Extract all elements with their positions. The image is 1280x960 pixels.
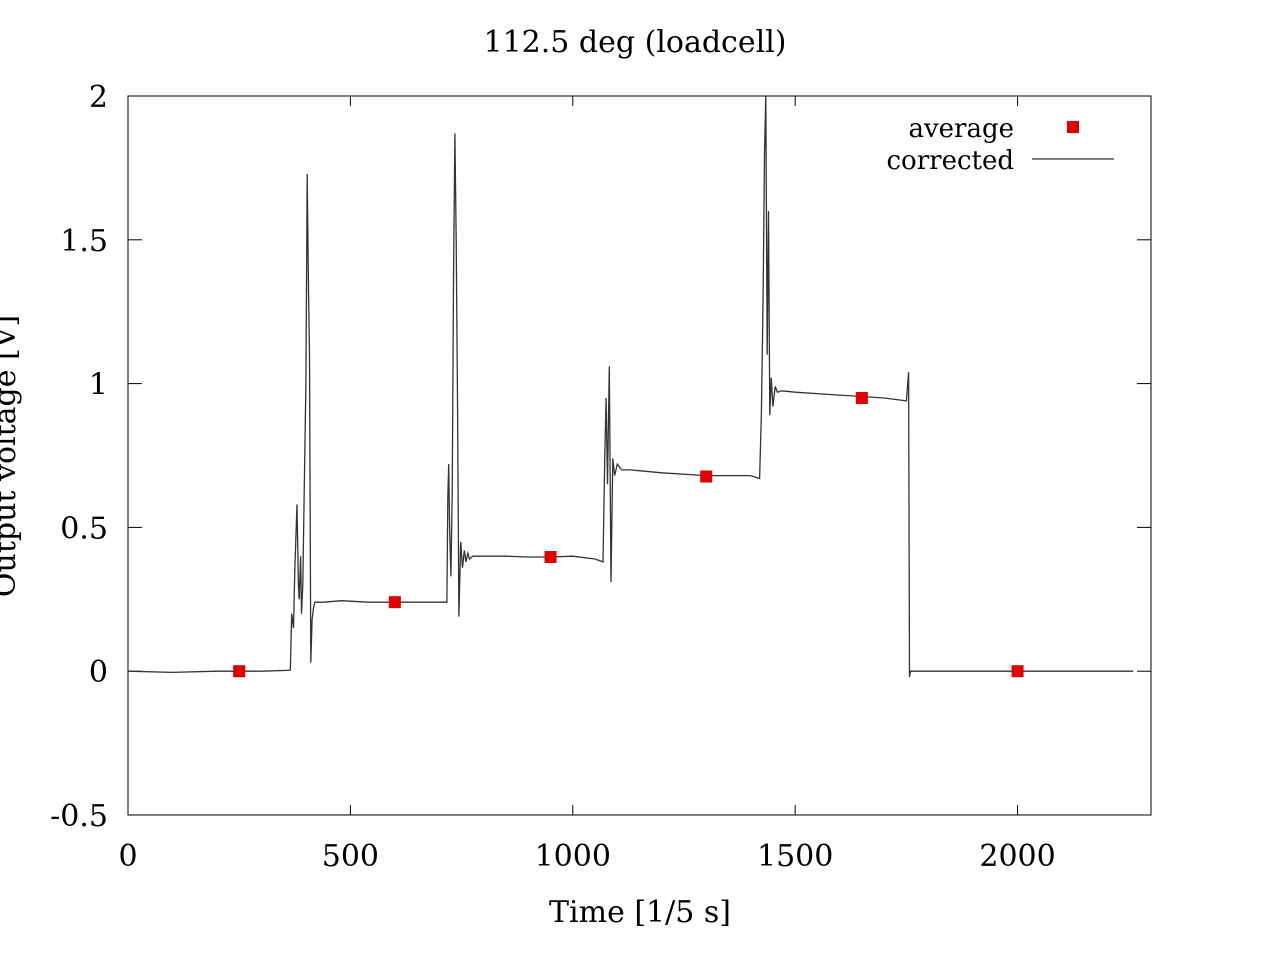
x-tick-label: 0 xyxy=(118,839,137,874)
x-tick-label: 2000 xyxy=(979,839,1055,874)
legend: average corrected xyxy=(887,114,1114,176)
series-average-markers xyxy=(233,391,1024,678)
average-marker xyxy=(388,596,401,609)
x-axis-label: Time [1/5 s] xyxy=(549,895,731,930)
chart-title: 112.5 deg (loadcell) xyxy=(483,25,786,60)
axis-tick-labels: 0 500 1000 1500 2000 -0.5 0 0.5 1 1.5 2 xyxy=(50,80,1056,874)
x-tick-label: 1500 xyxy=(757,839,833,874)
y-tick-label: 1.5 xyxy=(60,224,108,259)
legend-marker-average xyxy=(1067,121,1079,133)
axis-ticks xyxy=(127,95,1151,816)
legend-label-corrected: corrected xyxy=(887,146,1015,176)
y-tick-label: 0 xyxy=(89,655,108,690)
y-tick-label: 0.5 xyxy=(60,511,108,546)
average-marker xyxy=(1011,665,1024,678)
y-tick-label: 2 xyxy=(89,80,108,115)
average-marker xyxy=(700,470,713,483)
average-marker xyxy=(855,391,868,404)
average-marker xyxy=(544,551,557,564)
y-axis-label: Output voltage [V] xyxy=(0,315,23,597)
y-tick-label: 1 xyxy=(89,368,108,403)
x-tick-label: 1000 xyxy=(535,839,611,874)
x-tick-label: 500 xyxy=(322,839,379,874)
legend-label-average: average xyxy=(908,114,1014,144)
average-marker xyxy=(233,665,246,678)
y-tick-label: -0.5 xyxy=(50,799,108,834)
plot-frame xyxy=(127,95,1152,816)
series-line-corrected xyxy=(127,95,1134,678)
